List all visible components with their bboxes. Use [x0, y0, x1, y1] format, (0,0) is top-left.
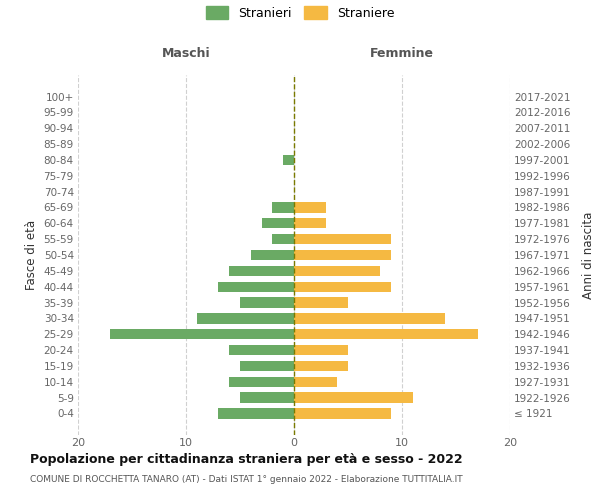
- Bar: [229, 266, 294, 276]
- Text: Maschi: Maschi: [161, 47, 211, 60]
- Bar: [294, 298, 348, 308]
- Bar: [294, 345, 348, 355]
- Y-axis label: Anni di nascita: Anni di nascita: [582, 212, 595, 298]
- Bar: [294, 234, 391, 244]
- Bar: [294, 266, 380, 276]
- Bar: [283, 155, 294, 165]
- Bar: [272, 202, 294, 212]
- Legend: Stranieri, Straniere: Stranieri, Straniere: [206, 6, 394, 20]
- Text: Femmine: Femmine: [370, 47, 434, 60]
- Y-axis label: Fasce di età: Fasce di età: [25, 220, 38, 290]
- Bar: [262, 218, 294, 228]
- Bar: [251, 250, 294, 260]
- Bar: [272, 234, 294, 244]
- Bar: [294, 218, 326, 228]
- Bar: [240, 298, 294, 308]
- Bar: [294, 408, 391, 418]
- Bar: [218, 408, 294, 418]
- Bar: [294, 282, 391, 292]
- Bar: [294, 313, 445, 324]
- Bar: [218, 282, 294, 292]
- Bar: [240, 392, 294, 403]
- Bar: [229, 345, 294, 355]
- Text: COMUNE DI ROCCHETTA TANARO (AT) - Dati ISTAT 1° gennaio 2022 - Elaborazione TUTT: COMUNE DI ROCCHETTA TANARO (AT) - Dati I…: [30, 476, 463, 484]
- Bar: [294, 329, 478, 340]
- Text: Popolazione per cittadinanza straniera per età e sesso - 2022: Popolazione per cittadinanza straniera p…: [30, 452, 463, 466]
- Bar: [294, 361, 348, 371]
- Bar: [229, 376, 294, 387]
- Bar: [294, 250, 391, 260]
- Bar: [294, 202, 326, 212]
- Bar: [294, 376, 337, 387]
- Bar: [240, 361, 294, 371]
- Bar: [294, 392, 413, 403]
- Bar: [197, 313, 294, 324]
- Bar: [110, 329, 294, 340]
